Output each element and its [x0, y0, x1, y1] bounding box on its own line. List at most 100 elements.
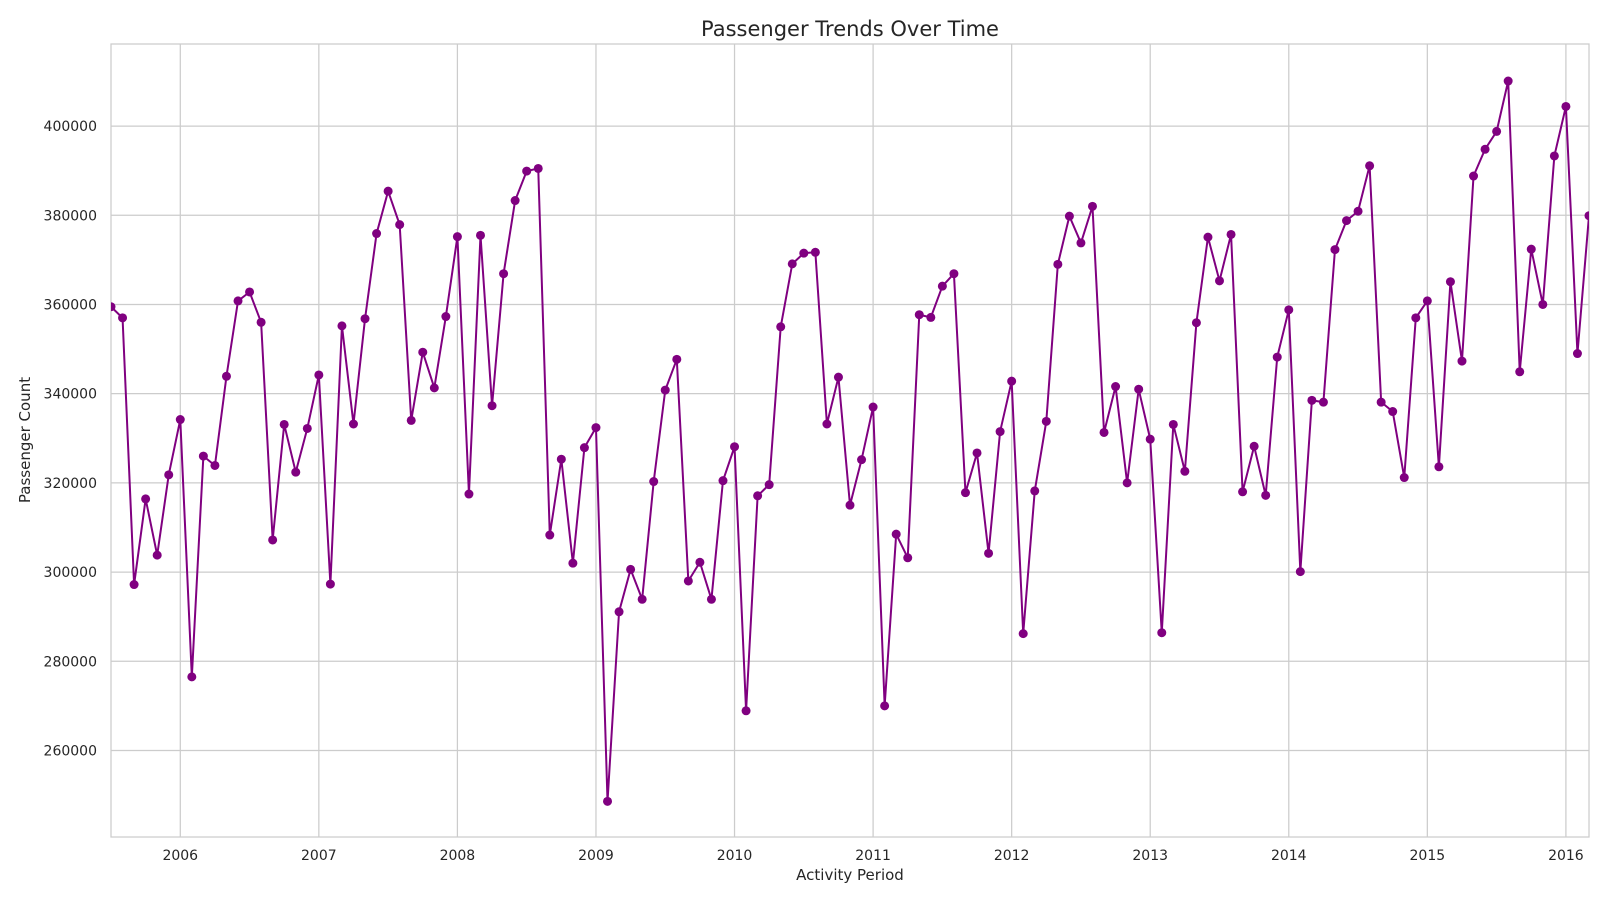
data-point: [1388, 407, 1398, 417]
data-point: [1318, 397, 1328, 407]
x-tick-label: 2013: [1132, 848, 1168, 864]
data-point: [268, 535, 278, 545]
data-point: [129, 580, 139, 590]
data-point: [452, 232, 462, 242]
data-point: [1087, 201, 1097, 211]
data-point: [660, 385, 670, 395]
data-point: [1480, 144, 1490, 154]
x-tick-labels: 2006 2007 2008 2009 2010 2011 2012 2013 2014 2015…: [162, 848, 1583, 864]
data-point: [406, 415, 416, 425]
data-point: [1538, 299, 1548, 309]
data-point: [1226, 229, 1236, 239]
data-point: [291, 467, 301, 477]
data-point: [1549, 151, 1559, 161]
data-point: [556, 454, 566, 464]
data-point: [152, 550, 162, 560]
data-point: [1145, 434, 1155, 444]
data-point: [649, 477, 659, 487]
data-point: [579, 443, 589, 453]
data-point: [833, 372, 843, 382]
data-point: [302, 423, 312, 433]
data-point: [1076, 238, 1086, 248]
data-point: [960, 488, 970, 498]
plot-frame: [110, 43, 1590, 838]
data-point: [464, 489, 474, 499]
y-axis-title: Passenger Count: [16, 377, 34, 503]
data-point: [418, 347, 428, 357]
data-point: [1203, 232, 1213, 242]
data-point: [1249, 441, 1259, 451]
data-point: [1572, 349, 1582, 359]
data-point: [637, 594, 647, 604]
data-point: [1353, 206, 1363, 216]
data-point: [256, 317, 266, 327]
data-point: [1180, 466, 1190, 476]
data-point: [741, 706, 751, 716]
y-tick-label: 320000: [44, 476, 97, 492]
data-point: [1399, 473, 1409, 483]
data-point: [1445, 277, 1455, 287]
data-point: [718, 476, 728, 486]
data-point: [1365, 161, 1375, 171]
series-layer: [111, 76, 1589, 806]
data-point: [164, 470, 174, 480]
data-point: [429, 383, 439, 393]
data-point: [1191, 318, 1201, 328]
data-point: [141, 494, 151, 504]
chart-title: Passenger Trends Over Time: [701, 17, 999, 41]
data-point: [926, 312, 936, 322]
data-point: [1457, 356, 1467, 366]
data-point: [1503, 76, 1513, 86]
data-point: [995, 427, 1005, 437]
data-point: [1134, 384, 1144, 394]
data-point: [279, 419, 289, 429]
data-point: [1434, 462, 1444, 472]
y-tick-label: 340000: [44, 387, 97, 403]
data-point: [706, 594, 716, 604]
y-tick-label: 300000: [44, 565, 97, 581]
data-point: [683, 576, 693, 586]
y-tick-label: 400000: [44, 119, 97, 135]
data-point: [695, 557, 705, 567]
x-tick-label: 2012: [994, 848, 1030, 864]
data-point: [187, 672, 197, 682]
data-point: [337, 321, 347, 331]
data-point: [198, 451, 208, 461]
data-point: [614, 607, 624, 617]
data-point: [1376, 397, 1386, 407]
data-point: [476, 230, 485, 240]
data-point: [118, 313, 128, 323]
data-point: [776, 322, 786, 332]
x-tick-label: 2009: [578, 848, 614, 864]
data-point: [1561, 101, 1571, 111]
x-axis-title: Activity Period: [796, 866, 904, 884]
data-point: [314, 370, 324, 380]
data-point: [1492, 126, 1502, 136]
data-point: [730, 442, 740, 452]
data-point: [626, 564, 636, 574]
data-point: [799, 248, 809, 258]
data-point: [395, 220, 405, 230]
data-point: [1295, 567, 1305, 577]
data-point: [1007, 376, 1017, 386]
y-tick-label: 280000: [44, 654, 97, 670]
data-point: [1526, 244, 1536, 254]
data-point: [1411, 313, 1421, 323]
data-point: [1030, 486, 1040, 496]
data-point: [972, 448, 982, 458]
x-tick-label: 2006: [162, 848, 198, 864]
data-point: [1261, 490, 1271, 500]
data-point: [1515, 367, 1525, 377]
y-tick-label: 360000: [44, 297, 97, 313]
data-point: [111, 302, 116, 312]
data-point: [937, 281, 947, 291]
data-point: [210, 460, 220, 470]
data-point: [984, 548, 994, 558]
data-point: [533, 163, 543, 173]
data-point: [845, 500, 855, 510]
x-tick-label: 2016: [1548, 848, 1584, 864]
data-point: [1215, 276, 1224, 286]
data-point: [568, 558, 578, 568]
data-point: [753, 491, 763, 501]
